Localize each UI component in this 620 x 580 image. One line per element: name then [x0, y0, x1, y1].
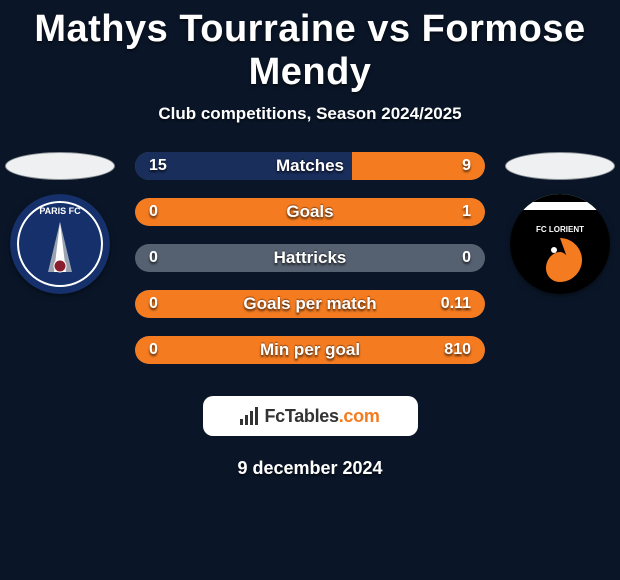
- stat-left-value: 0: [149, 244, 158, 272]
- right-player-column: FC LORIENT: [500, 152, 620, 294]
- stat-right-fill: [135, 290, 485, 318]
- paris-fc-badge-icon: PARIS FC: [10, 194, 110, 294]
- stat-row: Goals01: [135, 198, 485, 226]
- bar-chart-icon: [240, 407, 258, 425]
- left-club-badge: PARIS FC: [10, 194, 110, 294]
- stat-right-fill: [352, 152, 485, 180]
- stats-list: Matches159 Goals01 Hattricks0 0 Goals per ma…: [135, 152, 485, 364]
- logo-brand: FcTables: [264, 406, 338, 426]
- comparison-content: PARIS FC FC LORIENT Matches159 Goals01 Hat…: [0, 152, 620, 479]
- left-player-ellipse: [5, 152, 115, 180]
- svg-text:FC LORIENT: FC LORIENT: [536, 225, 584, 234]
- svg-text:PARIS FC: PARIS FC: [39, 206, 81, 216]
- page-title: Mathys Tourraine vs Formose Mendy: [0, 0, 620, 94]
- stat-label: Hattricks: [135, 244, 485, 272]
- logo-text: FcTables.com: [264, 406, 379, 427]
- fctables-logo: FcTables.com: [203, 396, 418, 436]
- left-player-column: PARIS FC: [0, 152, 120, 294]
- right-player-ellipse: [505, 152, 615, 180]
- fc-lorient-badge-icon: FC LORIENT: [510, 194, 610, 294]
- logo-suffix: .com: [339, 406, 380, 426]
- stat-left-fill: [135, 152, 352, 180]
- right-club-badge: FC LORIENT: [510, 194, 610, 294]
- subtitle: Club competitions, Season 2024/2025: [0, 104, 620, 124]
- snapshot-date: 9 december 2024: [0, 458, 620, 479]
- stat-row: Min per goal0810: [135, 336, 485, 364]
- stat-row: Hattricks0 0: [135, 244, 485, 272]
- stat-row: Matches159: [135, 152, 485, 180]
- stat-right-fill: [135, 336, 485, 364]
- stat-right-value: 0: [462, 244, 471, 272]
- stat-right-fill: [135, 198, 485, 226]
- stat-row: Goals per match00.11: [135, 290, 485, 318]
